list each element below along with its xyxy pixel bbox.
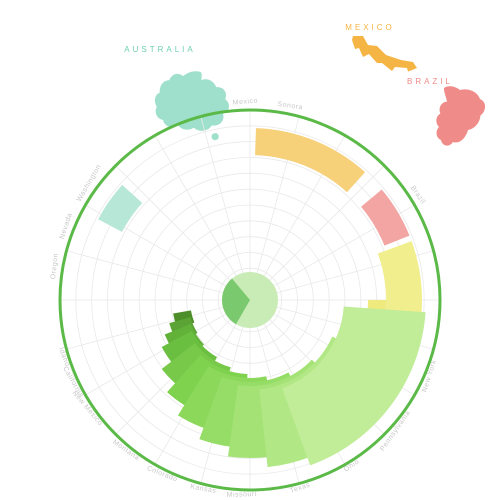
radial-label: Missouri <box>227 491 257 499</box>
mexico-value: 54 <box>345 0 371 23</box>
brazil-label: BRAZIL <box>407 77 453 86</box>
australia-label: AUSTRALIA <box>124 45 195 54</box>
infographic-root: 140AUSTRALIA54MEXICO96BRAZILWashingtonNe… <box>0 0 500 500</box>
brazil-value: 96 <box>417 50 443 75</box>
mexico-label: MEXICO <box>345 23 395 32</box>
australia-value: 140 <box>140 15 180 40</box>
